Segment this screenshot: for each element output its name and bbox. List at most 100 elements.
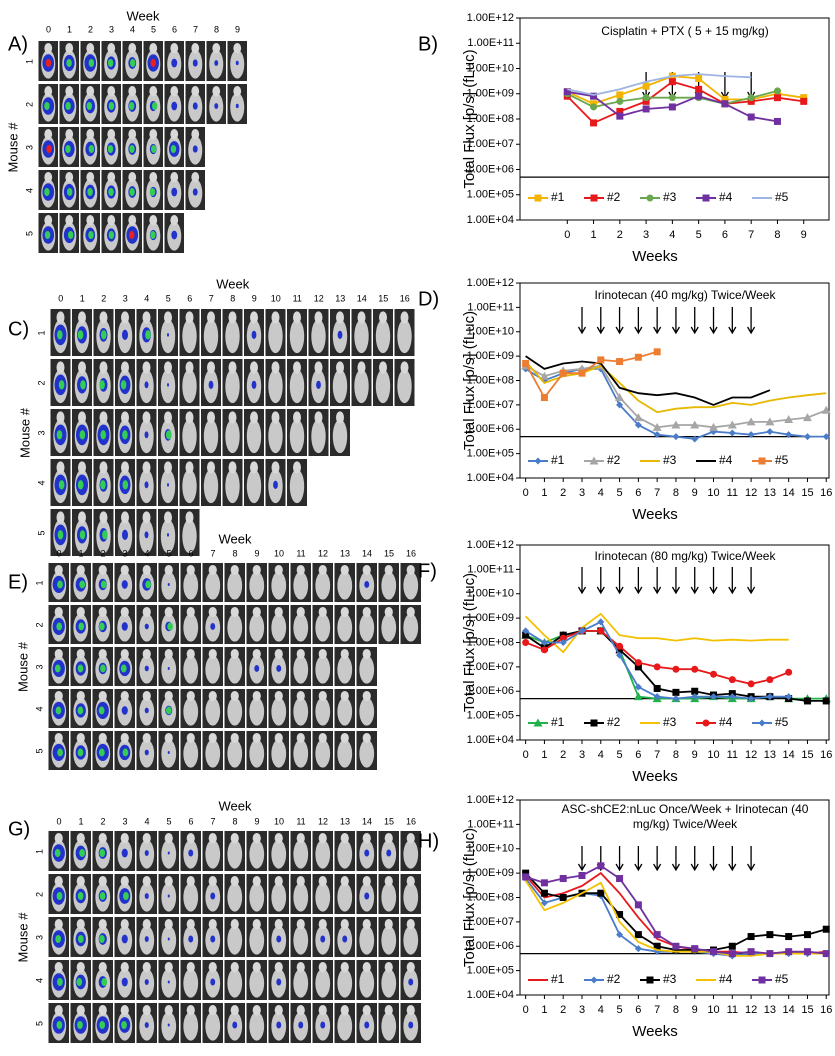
mouse-number: 5 (24, 231, 34, 236)
x-tick-label: 0 (523, 487, 529, 499)
mouse-number: 5 (34, 748, 44, 753)
signal-core (78, 622, 85, 631)
data-point (634, 945, 642, 953)
week-number: 6 (172, 24, 177, 34)
y-tick-label: 1.00E+10 (467, 588, 514, 600)
data-point (597, 627, 605, 635)
x-tick-label: 15 (801, 487, 813, 499)
mouse-head (230, 833, 239, 844)
data-point (616, 91, 624, 99)
data-point (821, 405, 831, 414)
mouse-head (252, 648, 261, 660)
dose-arrow (690, 307, 699, 335)
chart-title: Cisplatin + PTX ( 5 + 15 mg/kg) (601, 24, 769, 38)
signal-core (57, 580, 63, 589)
x-tick-label: 7 (654, 749, 660, 761)
week-number: 12 (314, 293, 324, 303)
y-tick-label: 1.00E+12 (467, 12, 514, 24)
mouse-head (340, 962, 349, 973)
signal-core (57, 530, 64, 540)
mouse-head (56, 511, 65, 524)
data-point (578, 871, 586, 879)
signal-core (65, 145, 71, 153)
x-axis-label: Weeks (632, 768, 678, 785)
mouse-body (311, 419, 326, 454)
mouse-head (120, 648, 129, 660)
week-number: 1 (80, 293, 85, 303)
data-point (616, 401, 624, 409)
mouse-head (164, 833, 173, 844)
x-tick-label: 2 (560, 1004, 566, 1016)
mouse-head (274, 648, 283, 660)
mouse-body (359, 655, 375, 684)
week-number: 11 (296, 548, 305, 558)
data-point (803, 931, 811, 939)
signal-core (108, 102, 115, 110)
data-point (672, 665, 680, 673)
mouse-head (362, 962, 371, 973)
signal-core (88, 231, 94, 239)
mouse-head (76, 833, 85, 844)
signal-core (54, 849, 61, 857)
mouse-head (233, 86, 242, 97)
mouse-body (375, 369, 391, 404)
mouse-body (354, 369, 369, 404)
data-point (578, 627, 586, 635)
y-tick-label: 1.00E+07 (467, 916, 514, 928)
signal-blob (210, 892, 216, 900)
signal-blob (121, 934, 128, 944)
week-number: 16 (406, 816, 416, 826)
signal-core (58, 380, 65, 390)
mouse-head (318, 962, 327, 973)
mouse-number: 3 (34, 935, 44, 940)
mouse-head (142, 461, 151, 474)
dose-arrow (615, 307, 624, 335)
data-point (800, 97, 808, 105)
signal-blob (210, 978, 216, 986)
y-tick-label: 1.00E+07 (467, 399, 514, 411)
signal-core (44, 188, 50, 196)
data-point (773, 117, 781, 125)
data-point (652, 422, 662, 431)
x-tick-label: 14 (783, 749, 795, 761)
mouse-head (65, 215, 74, 226)
data-point (616, 107, 624, 115)
y-tick-label: 1.00E+09 (467, 88, 514, 100)
dose-arrow (615, 846, 624, 872)
mouse-head (274, 962, 283, 973)
data-point (728, 429, 736, 437)
x-tick-label: 6 (635, 1004, 641, 1016)
mouse-head (191, 172, 200, 183)
chart-title: ASC-shCE2:nLuc Once/Week + Irinotecan (4… (561, 802, 809, 831)
data-point (773, 87, 781, 95)
y-tick-label: 1.00E+12 (467, 794, 514, 806)
data-point (766, 676, 774, 684)
signal-core (88, 59, 95, 67)
mouse-head (86, 43, 95, 54)
mouse-head (318, 564, 327, 576)
signal-core (77, 748, 84, 757)
signal-blob (144, 481, 149, 489)
signal-blob (192, 188, 198, 196)
y-tick-label: 1.00E+06 (467, 423, 514, 435)
data-point (616, 875, 624, 883)
data-point (522, 639, 530, 646)
mouse-body (354, 319, 369, 354)
x-tick-label: 1 (541, 487, 547, 499)
signal-blob (171, 187, 178, 197)
mouse-body (337, 571, 353, 600)
week-number: 9 (235, 24, 240, 34)
x-tick-label: 15 (801, 1004, 813, 1016)
signal-core (129, 59, 136, 67)
signal-blob (144, 531, 149, 539)
mouse-body (359, 697, 375, 726)
signal-blob (235, 103, 239, 109)
signal-blob (208, 380, 214, 389)
mouse-body (227, 697, 243, 726)
mouse-number: 2 (34, 622, 44, 627)
signal-core (86, 102, 93, 110)
mouse-head (314, 311, 323, 324)
mouse-head (362, 1005, 371, 1016)
mouse-number: 2 (36, 380, 46, 385)
